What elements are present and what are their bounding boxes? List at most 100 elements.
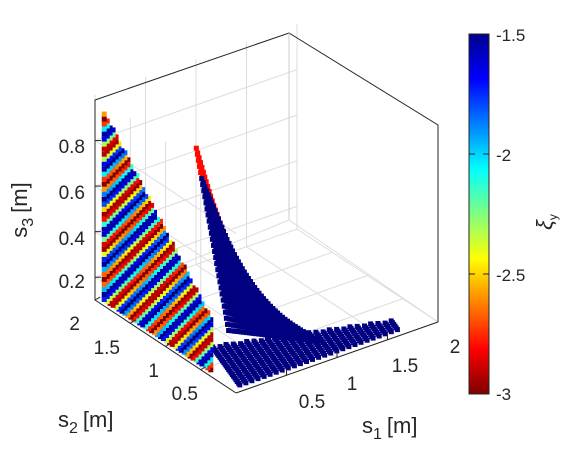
surface-point	[119, 248, 125, 254]
surface-point	[175, 275, 181, 281]
surface-point	[160, 336, 166, 341]
surface-point	[131, 176, 137, 182]
surface-point	[104, 243, 110, 249]
surface-point	[128, 314, 134, 320]
surface-point	[181, 319, 187, 325]
surface-point	[149, 202, 155, 208]
surface-point	[224, 304, 230, 310]
surface-point	[208, 352, 214, 358]
surface-point	[119, 263, 125, 269]
surface-point	[256, 323, 261, 328]
surface-point	[196, 359, 202, 365]
surface-point	[131, 196, 137, 202]
surface-point	[222, 282, 228, 288]
surface-point	[223, 288, 229, 294]
surface-point	[140, 282, 146, 288]
surface-point	[143, 259, 149, 265]
surface-point	[205, 355, 211, 361]
surface-point	[149, 213, 155, 218]
surface-point	[149, 288, 155, 294]
surface-point	[238, 341, 244, 347]
surface-point	[223, 315, 229, 321]
surface-point	[196, 314, 202, 320]
surface-point	[122, 265, 128, 271]
surface-point	[146, 306, 152, 312]
surface-point	[101, 196, 107, 202]
surface-point	[178, 337, 184, 343]
surface-point	[131, 201, 137, 207]
surface-point	[119, 158, 125, 164]
surface-point	[134, 233, 140, 239]
surface-point	[113, 239, 119, 245]
surface-point	[190, 345, 196, 351]
surface-point	[110, 287, 116, 293]
surface-point	[155, 267, 160, 272]
surface-point	[235, 299, 241, 304]
surface-point	[140, 212, 146, 218]
surface-point	[140, 262, 146, 268]
surface-point	[239, 288, 245, 294]
surface-point	[187, 278, 193, 284]
surface-point	[163, 302, 169, 308]
surface-point	[122, 165, 128, 171]
surface-point	[113, 299, 119, 305]
surface-point	[163, 307, 169, 313]
surface-point	[125, 302, 131, 308]
surface-point	[113, 234, 119, 240]
surface-point	[220, 280, 226, 286]
surface-point	[172, 308, 178, 314]
surface-point	[152, 209, 157, 215]
surface-point	[175, 290, 181, 296]
surface-point	[137, 300, 143, 306]
surface-point	[155, 252, 160, 257]
surface-point	[155, 312, 160, 318]
surface-point	[163, 247, 169, 253]
surface-point	[190, 310, 196, 316]
surface-point	[110, 272, 116, 278]
surface-point	[326, 327, 332, 333]
surface-point	[155, 277, 160, 282]
surface-point	[131, 181, 137, 187]
surface-point	[184, 306, 190, 312]
surface-point	[184, 271, 190, 277]
surface-point	[208, 221, 214, 227]
surface-point	[178, 307, 184, 313]
surface-point	[110, 202, 116, 208]
surface-point	[181, 334, 187, 340]
surface-point	[172, 323, 178, 329]
surface-point	[175, 260, 181, 266]
surface-point	[137, 265, 143, 271]
surface-point	[158, 223, 163, 229]
surface-point	[134, 283, 140, 289]
surface-point	[229, 291, 235, 296]
surface-point	[263, 318, 269, 323]
surface-point	[152, 250, 157, 255]
surface-point	[199, 346, 205, 352]
surface-point	[208, 367, 214, 373]
surface-point	[143, 224, 149, 230]
surface-point	[160, 235, 166, 241]
surface-point	[140, 232, 146, 238]
surface-point	[166, 304, 172, 310]
surface-point	[195, 157, 201, 163]
surface-point	[110, 142, 116, 148]
surface-point	[252, 306, 258, 312]
surface-point	[113, 229, 119, 235]
surface-point	[122, 220, 128, 226]
surface-point	[175, 280, 181, 286]
surface-point	[160, 280, 166, 286]
surface-point	[134, 248, 140, 254]
surface-point	[196, 294, 202, 300]
surface-point	[152, 280, 157, 286]
surface-point	[313, 329, 319, 335]
surface-point	[149, 208, 155, 213]
surface-point	[104, 148, 110, 154]
surface-point	[128, 234, 134, 240]
surface-point	[206, 218, 212, 224]
surface-point	[101, 276, 107, 282]
surface-point	[101, 216, 107, 222]
surface-point	[166, 269, 172, 275]
surface-point	[169, 241, 175, 247]
surface-point	[122, 275, 128, 281]
surface-point	[122, 225, 128, 231]
